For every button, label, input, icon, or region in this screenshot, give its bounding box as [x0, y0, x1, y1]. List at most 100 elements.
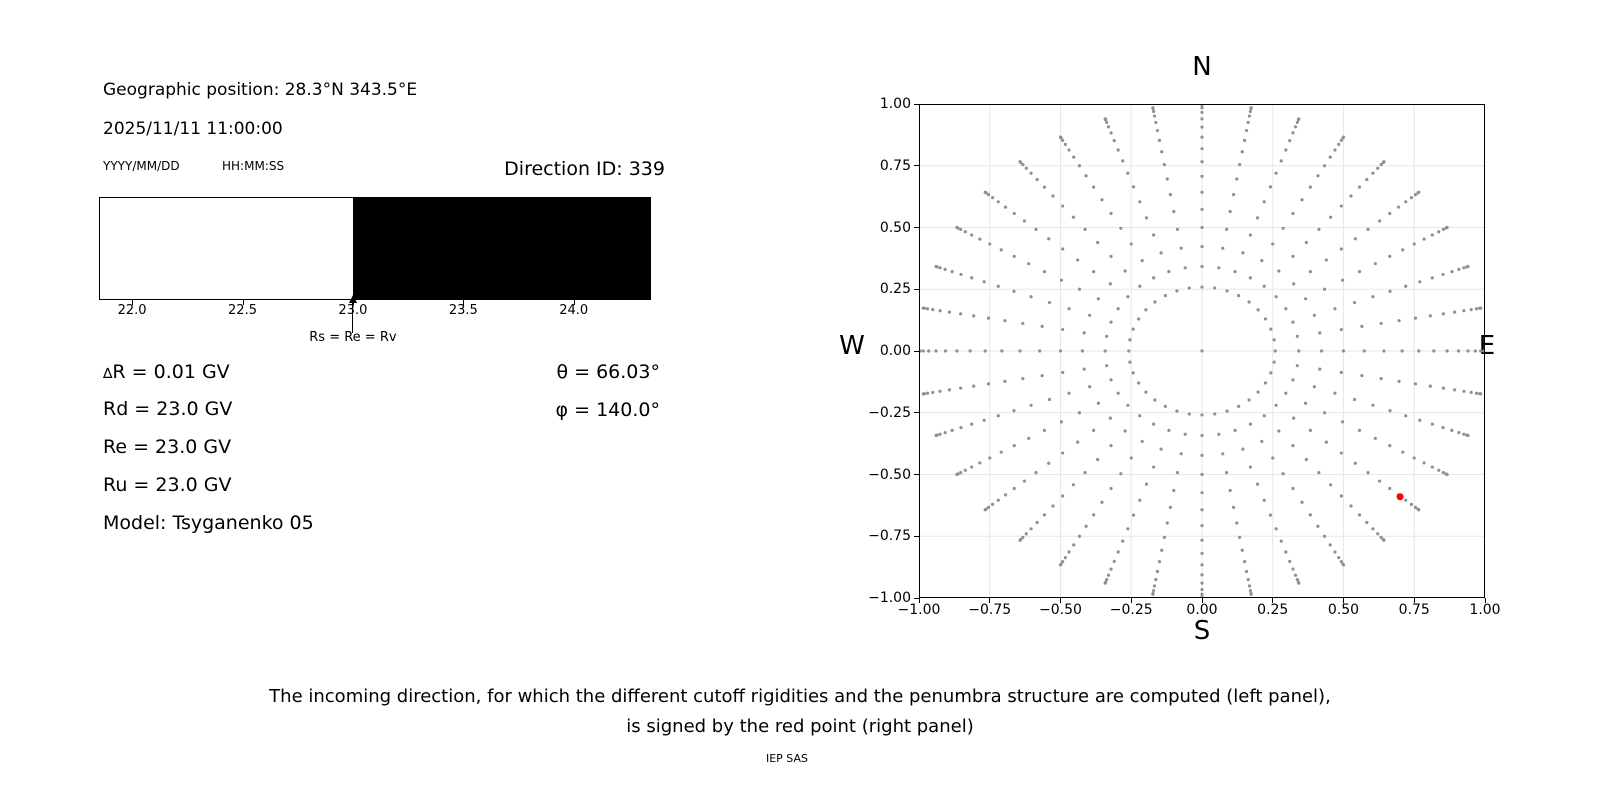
direction-dot [1272, 338, 1276, 342]
direction-dot [1200, 563, 1204, 567]
direction-dot [1168, 505, 1173, 509]
direction-dot [1034, 227, 1038, 231]
direction-dot [1339, 138, 1343, 142]
direction-dot [1100, 198, 1104, 202]
direction-dot [1456, 349, 1461, 353]
direction-dot [1322, 287, 1327, 291]
direction-dot [1109, 320, 1113, 324]
direction-dot [1042, 513, 1047, 517]
direction-dot [1303, 401, 1308, 405]
direction-dot [1116, 307, 1120, 311]
direction-dot [1333, 550, 1337, 554]
direction-dot [1029, 403, 1033, 407]
direction-dot [1333, 148, 1337, 152]
direction-dot [1281, 472, 1285, 476]
direction-dot [943, 267, 947, 271]
direction-dot [1058, 349, 1063, 353]
direction-dot [1100, 500, 1104, 504]
y-tick-label: −1.00 [868, 590, 911, 606]
direction-dot [1159, 251, 1163, 255]
direction-dot [1333, 391, 1337, 395]
direction-dot [1291, 211, 1295, 216]
direction-dot [1200, 413, 1204, 417]
direction-dot [943, 431, 947, 435]
direction-dot [1474, 391, 1479, 395]
direction-dot [1035, 520, 1039, 525]
direction-dot [972, 384, 976, 388]
y-tick-mark [914, 165, 919, 167]
direction-dot [1246, 577, 1250, 582]
direction-dot [1021, 376, 1025, 381]
direction-dot [1021, 535, 1025, 539]
direction-dot [1082, 331, 1086, 335]
direction-dot [1152, 109, 1156, 114]
direction-dot [1126, 295, 1130, 299]
direction-dot [1165, 177, 1169, 181]
y-tick-label: −0.75 [868, 528, 911, 545]
direction-dot [1365, 520, 1369, 525]
direction-dot [1238, 535, 1242, 539]
direction-dot [1428, 314, 1432, 318]
x-tick-mark [1343, 598, 1344, 603]
direction-dot [1274, 403, 1278, 407]
direction-dot [1303, 297, 1308, 301]
direction-dot [1373, 436, 1377, 440]
direction-id-text: Direction ID: 339 [504, 158, 665, 180]
re-value: Re = 23.0 GV [103, 436, 232, 458]
direction-dot [1277, 269, 1281, 273]
direction-dot [1003, 319, 1007, 323]
direction-dot [1096, 240, 1100, 245]
direction-dot [1357, 428, 1362, 432]
direction-dot [1412, 242, 1416, 246]
direction-dot [1088, 313, 1092, 317]
direction-dot [1466, 349, 1470, 353]
direction-dot [1175, 471, 1180, 475]
direction-dot [1373, 262, 1377, 266]
time-format-hint: HH:MM:SS [222, 159, 285, 173]
direction-dot [1106, 573, 1111, 577]
direction-dot [1341, 349, 1346, 353]
direction-dot [1295, 334, 1299, 338]
direction-dot [1228, 209, 1232, 214]
direction-dot [1376, 532, 1380, 536]
direction-dot [972, 314, 976, 318]
y-tick-mark [914, 597, 919, 599]
direction-dot [1200, 245, 1204, 249]
direction-dot [1430, 233, 1434, 237]
direction-dot [1466, 433, 1470, 438]
direction-dot [1018, 349, 1022, 353]
direction-dot [1341, 135, 1346, 139]
direction-dot [1312, 385, 1316, 389]
direction-dot [1012, 409, 1016, 413]
direction-dot [1441, 227, 1445, 231]
direction-dot [1291, 567, 1295, 571]
direction-dot [1167, 270, 1171, 274]
direction-dot [1140, 258, 1144, 263]
penumbra-tick-mark [132, 300, 134, 305]
direction-dot [1200, 106, 1204, 110]
x-tick-mark [1130, 598, 1132, 603]
direction-dot [1042, 185, 1047, 189]
x-tick-mark [1060, 598, 1061, 603]
direction-dot [1339, 247, 1343, 251]
y-tick-label: −0.25 [868, 404, 911, 421]
direction-dot [1291, 378, 1295, 382]
direction-dot [1084, 174, 1088, 178]
direction-dot [1183, 266, 1187, 270]
direction-dot [1200, 453, 1204, 457]
direction-dot [1382, 349, 1386, 353]
direction-dot [1096, 297, 1101, 301]
direction-dot [1077, 287, 1082, 291]
direction-dot [934, 349, 938, 353]
direction-dot [1153, 300, 1157, 304]
selected-direction-point [1396, 493, 1404, 501]
direction-dot [1071, 215, 1075, 219]
compass-label-south: S [1193, 616, 1211, 646]
x-tick-mark [1484, 598, 1486, 603]
direction-dot [1457, 267, 1461, 271]
phi-symbol: φ [555, 399, 569, 421]
direction-dot [1247, 114, 1252, 118]
direction-dot [1469, 390, 1473, 395]
direction-dot [1179, 452, 1183, 456]
